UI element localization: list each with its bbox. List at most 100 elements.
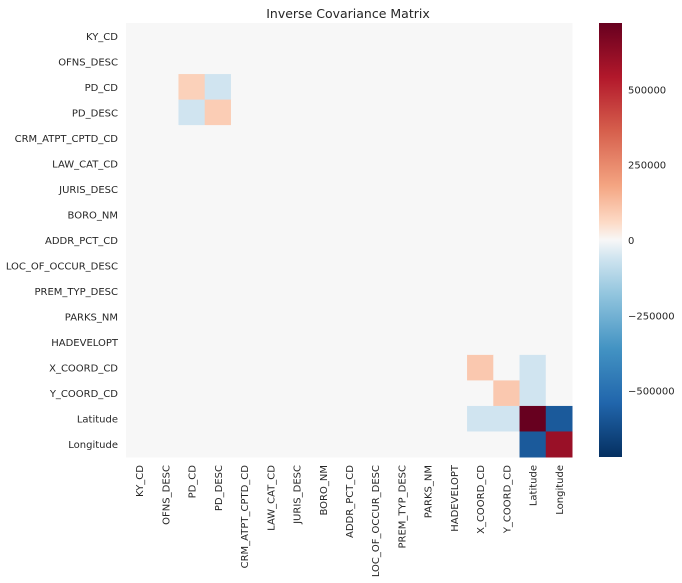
heatmap-cell: [257, 431, 284, 458]
heatmap-cell: [440, 252, 468, 279]
heatmap-cell: [283, 278, 311, 305]
heatmap-cell: [440, 278, 468, 305]
heatmap-cell: [362, 125, 389, 152]
heatmap-cell: [362, 48, 389, 75]
heatmap-cell: [519, 227, 547, 254]
heatmap-cell: [126, 125, 153, 152]
heatmap-cell: [257, 74, 284, 101]
heatmap-cell: [545, 150, 573, 177]
heatmap-cell: [493, 176, 521, 203]
heatmap-cell: [230, 252, 258, 279]
column-label: PARKS_NM: [424, 465, 435, 518]
heatmap-cell: [309, 176, 337, 203]
heatmap-cell: [309, 278, 337, 305]
heatmap-cell: [230, 303, 258, 330]
heatmap-cell: [362, 201, 389, 228]
heatmap-cell: [362, 354, 389, 381]
heatmap-cell: [309, 329, 337, 356]
heatmap-cell: [283, 74, 311, 101]
heatmap-cell: [257, 23, 284, 50]
heatmap-cell: [519, 252, 547, 279]
row-label: Y_COORD_CD: [49, 389, 118, 400]
heatmap-cell: [493, 23, 521, 50]
heatmap-cell: [440, 99, 468, 126]
heatmap-cell: [126, 176, 153, 203]
heatmap-cell: [467, 176, 494, 203]
heatmap-cell: [388, 380, 416, 407]
heatmap-cell: [152, 227, 179, 254]
column-label: LOC_OF_OCCUR_DESC: [371, 465, 382, 577]
heatmap-cell: [126, 23, 153, 50]
heatmap-cell: [283, 99, 311, 126]
heatmap-cell: [335, 48, 363, 75]
heatmap-cell: [257, 252, 284, 279]
row-label: PD_CD: [85, 83, 119, 94]
heatmap-cell: [257, 201, 284, 228]
heatmap-cell: [283, 227, 311, 254]
heatmap-cell: [388, 150, 416, 177]
heatmap-cell: [230, 23, 258, 50]
heatmap-cell: [204, 278, 232, 305]
heatmap-cell: [414, 48, 442, 75]
heatmap-cell: [257, 99, 284, 126]
heatmap-cell: [545, 23, 573, 50]
heatmap-cell: [362, 227, 389, 254]
heatmap-cell: [152, 380, 179, 407]
heatmap-cell: [126, 354, 153, 381]
heatmap-cell: [152, 354, 179, 381]
heatmap-cell: [283, 303, 311, 330]
heatmap-cell: [230, 150, 258, 177]
heatmap-cell: [126, 99, 153, 126]
heatmap-cell: [204, 74, 232, 101]
heatmap-cell: [283, 405, 311, 432]
heatmap-cell: [126, 48, 153, 75]
heatmap-cell: [178, 252, 206, 279]
heatmap-cell: [283, 125, 311, 152]
heatmap-cell: [545, 176, 573, 203]
heatmap-cell: [283, 431, 311, 458]
heatmap-cell: [440, 354, 468, 381]
heatmap-cell: [388, 48, 416, 75]
heatmap-cell: [545, 252, 573, 279]
heatmap-cell: [545, 405, 573, 432]
heatmap-cell: [414, 303, 442, 330]
heatmap-cell: [257, 48, 284, 75]
heatmap-cell: [519, 329, 547, 356]
colorbar-tick-label: −250000: [628, 311, 675, 322]
column-labels: KY_CD OFNS_DESC PD_CD PD_DESC CRM_ATPT_CPTD_…: [135, 464, 566, 577]
heatmap-cell: [493, 431, 521, 458]
heatmap-cell: [545, 99, 573, 126]
heatmap-cell: [545, 380, 573, 407]
heatmap-cell: [493, 227, 521, 254]
heatmap-cell: [152, 303, 179, 330]
heatmap-cell: [545, 278, 573, 305]
heatmap-cell: [126, 431, 153, 458]
heatmap-cell: [204, 329, 232, 356]
column-label: PD_CD: [188, 465, 199, 499]
heatmap-cell: [257, 405, 284, 432]
heatmap-cell: [335, 74, 363, 101]
heatmap-cell: [362, 150, 389, 177]
heatmap-cell: [440, 74, 468, 101]
heatmap-cell: [283, 380, 311, 407]
heatmap-cell: [362, 74, 389, 101]
heatmap-cell: [467, 125, 494, 152]
heatmap-cell: [493, 380, 521, 407]
heatmap-cell: [257, 278, 284, 305]
heatmap-cell: [388, 23, 416, 50]
heatmap-cell: [519, 405, 547, 432]
column-label: Latitude: [529, 465, 540, 506]
heatmap-cell: [283, 329, 311, 356]
heatmap-cell: [230, 380, 258, 407]
column-label: OFNS_DESC: [161, 465, 172, 525]
heatmap-cell: [414, 354, 442, 381]
heatmap-cell: [204, 354, 232, 381]
heatmap-cell: [545, 227, 573, 254]
heatmap-cell: [388, 201, 416, 228]
heatmap-cell: [309, 405, 337, 432]
heatmap-cell: [519, 99, 547, 126]
heatmap-cell: [388, 252, 416, 279]
heatmap-cell: [414, 99, 442, 126]
heatmap-cell: [152, 405, 179, 432]
